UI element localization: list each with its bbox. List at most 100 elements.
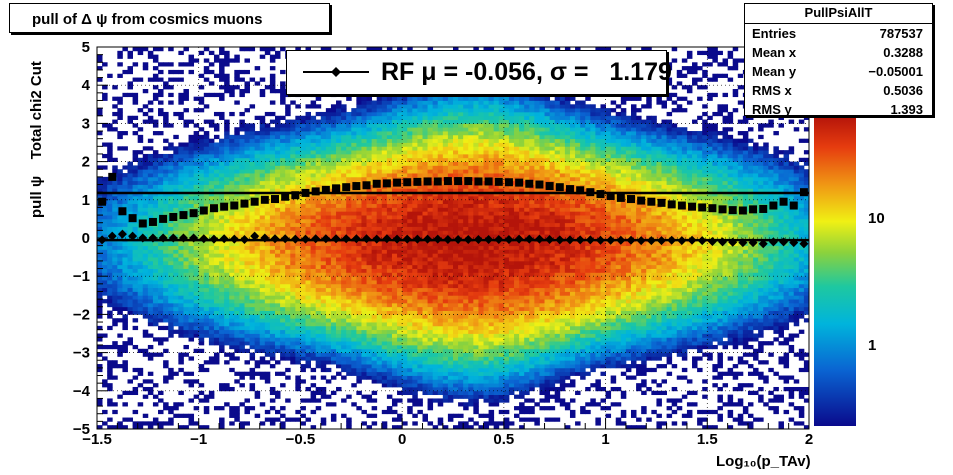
heatmap-cell [315, 249, 322, 254]
heatmap-cell [376, 173, 383, 178]
heatmap-cell [366, 245, 373, 250]
heatmap-cell [371, 146, 378, 151]
heatmap-cell [239, 425, 245, 430]
heatmap-cell [295, 142, 301, 147]
heatmap-cell [346, 115, 352, 120]
heatmap-cell [295, 173, 301, 178]
heatmap-cell [142, 352, 149, 357]
heatmap-cell [300, 180, 306, 185]
heatmap-cell [107, 73, 113, 78]
heatmap-cell [336, 207, 342, 212]
heatmap-cell [356, 111, 362, 117]
heatmap-cell [178, 176, 184, 182]
heatmap-cell [168, 123, 174, 128]
heatmap-cell [168, 268, 174, 273]
heatmap-cell [193, 165, 200, 170]
heatmap-cell [386, 104, 393, 109]
heatmap-cell [183, 268, 189, 273]
heatmap-cell [351, 272, 357, 277]
heatmap-cell [356, 153, 362, 159]
heatmap-cell [183, 62, 189, 67]
heatmap-cell [391, 383, 398, 388]
heatmap-cell [290, 291, 296, 296]
heatmap-cell [366, 302, 373, 308]
heatmap-cell [280, 142, 286, 147]
heatmap-cell [213, 310, 220, 315]
heatmap-cell [376, 165, 383, 170]
heatmap-cell [147, 203, 154, 208]
heatmap-cell [168, 169, 174, 174]
heatmap-cell [229, 215, 235, 220]
heatmap-cell [163, 222, 169, 227]
heatmap-cell [330, 257, 337, 262]
heatmap-cell [213, 165, 220, 170]
heatmap-cell [254, 318, 261, 323]
heatmap-cell [173, 302, 179, 308]
heatmap-cell [122, 390, 128, 396]
heatmap-cell [295, 115, 301, 120]
heatmap-cell [346, 264, 352, 269]
heatmap-cell [422, 222, 428, 227]
heatmap-cell [183, 371, 189, 376]
heatmap-cell [432, 222, 439, 227]
heatmap-cell [269, 54, 276, 59]
heatmap-cell [158, 310, 164, 315]
heatmap-cell [163, 226, 169, 231]
heatmap-cell [351, 245, 357, 250]
heatmap-cell [295, 314, 301, 319]
heatmap-cell [422, 341, 428, 346]
heatmap-cell [280, 322, 286, 327]
heatmap-cell [239, 291, 245, 296]
heatmap-cell [152, 299, 159, 304]
heatmap-cell [305, 348, 311, 353]
heatmap-cell [417, 115, 423, 120]
heatmap-cell [437, 333, 444, 338]
heatmap-cell [427, 386, 434, 392]
heatmap-cell [117, 218, 123, 224]
heatmap-cell [397, 299, 403, 304]
heatmap-cell [173, 218, 179, 224]
heatmap-cell [407, 383, 413, 388]
heatmap-cell [264, 153, 271, 159]
heatmap-cell [300, 421, 306, 426]
heatmap-cell [376, 295, 383, 300]
heatmap-cell [264, 207, 271, 212]
heatmap-cell [178, 50, 184, 56]
heatmap-cell [269, 131, 276, 136]
heatmap-cell [325, 314, 332, 319]
heatmap-cell [341, 169, 347, 174]
heatmap-cell [97, 207, 103, 212]
heatmap-cell [366, 230, 373, 235]
heatmap-cell [407, 222, 413, 227]
heatmap-cell [275, 146, 281, 151]
heatmap-cell [336, 142, 342, 147]
heatmap-cell [213, 318, 220, 323]
heatmap-cell [127, 226, 133, 231]
heatmap-cell [295, 302, 301, 308]
heatmap-cell [381, 383, 388, 388]
heatmap-cell [280, 295, 286, 300]
heatmap-cell [422, 260, 428, 266]
heatmap-cell [147, 146, 154, 151]
heatmap-cell [300, 348, 306, 353]
heatmap-cell [122, 188, 128, 193]
heatmap-cell [224, 360, 230, 365]
heatmap-cell [97, 344, 103, 350]
heatmap-cell [407, 207, 413, 212]
heatmap-cell [122, 264, 128, 269]
heatmap-cell [158, 291, 164, 296]
heatmap-cell [147, 425, 154, 430]
heatmap-cell [407, 146, 413, 151]
heatmap-cell [168, 249, 174, 254]
heatmap-cell [254, 176, 261, 182]
heatmap-cell [97, 188, 103, 193]
heatmap-cell [275, 299, 281, 304]
heatmap-cell [402, 341, 408, 346]
heatmap-cell [417, 272, 423, 277]
heatmap-cell [371, 390, 378, 396]
heatmap-cell [351, 211, 357, 216]
heatmap-cell [422, 115, 428, 120]
heatmap-cell [330, 104, 337, 109]
heatmap-cell [249, 131, 256, 136]
heatmap-cell [152, 192, 159, 197]
